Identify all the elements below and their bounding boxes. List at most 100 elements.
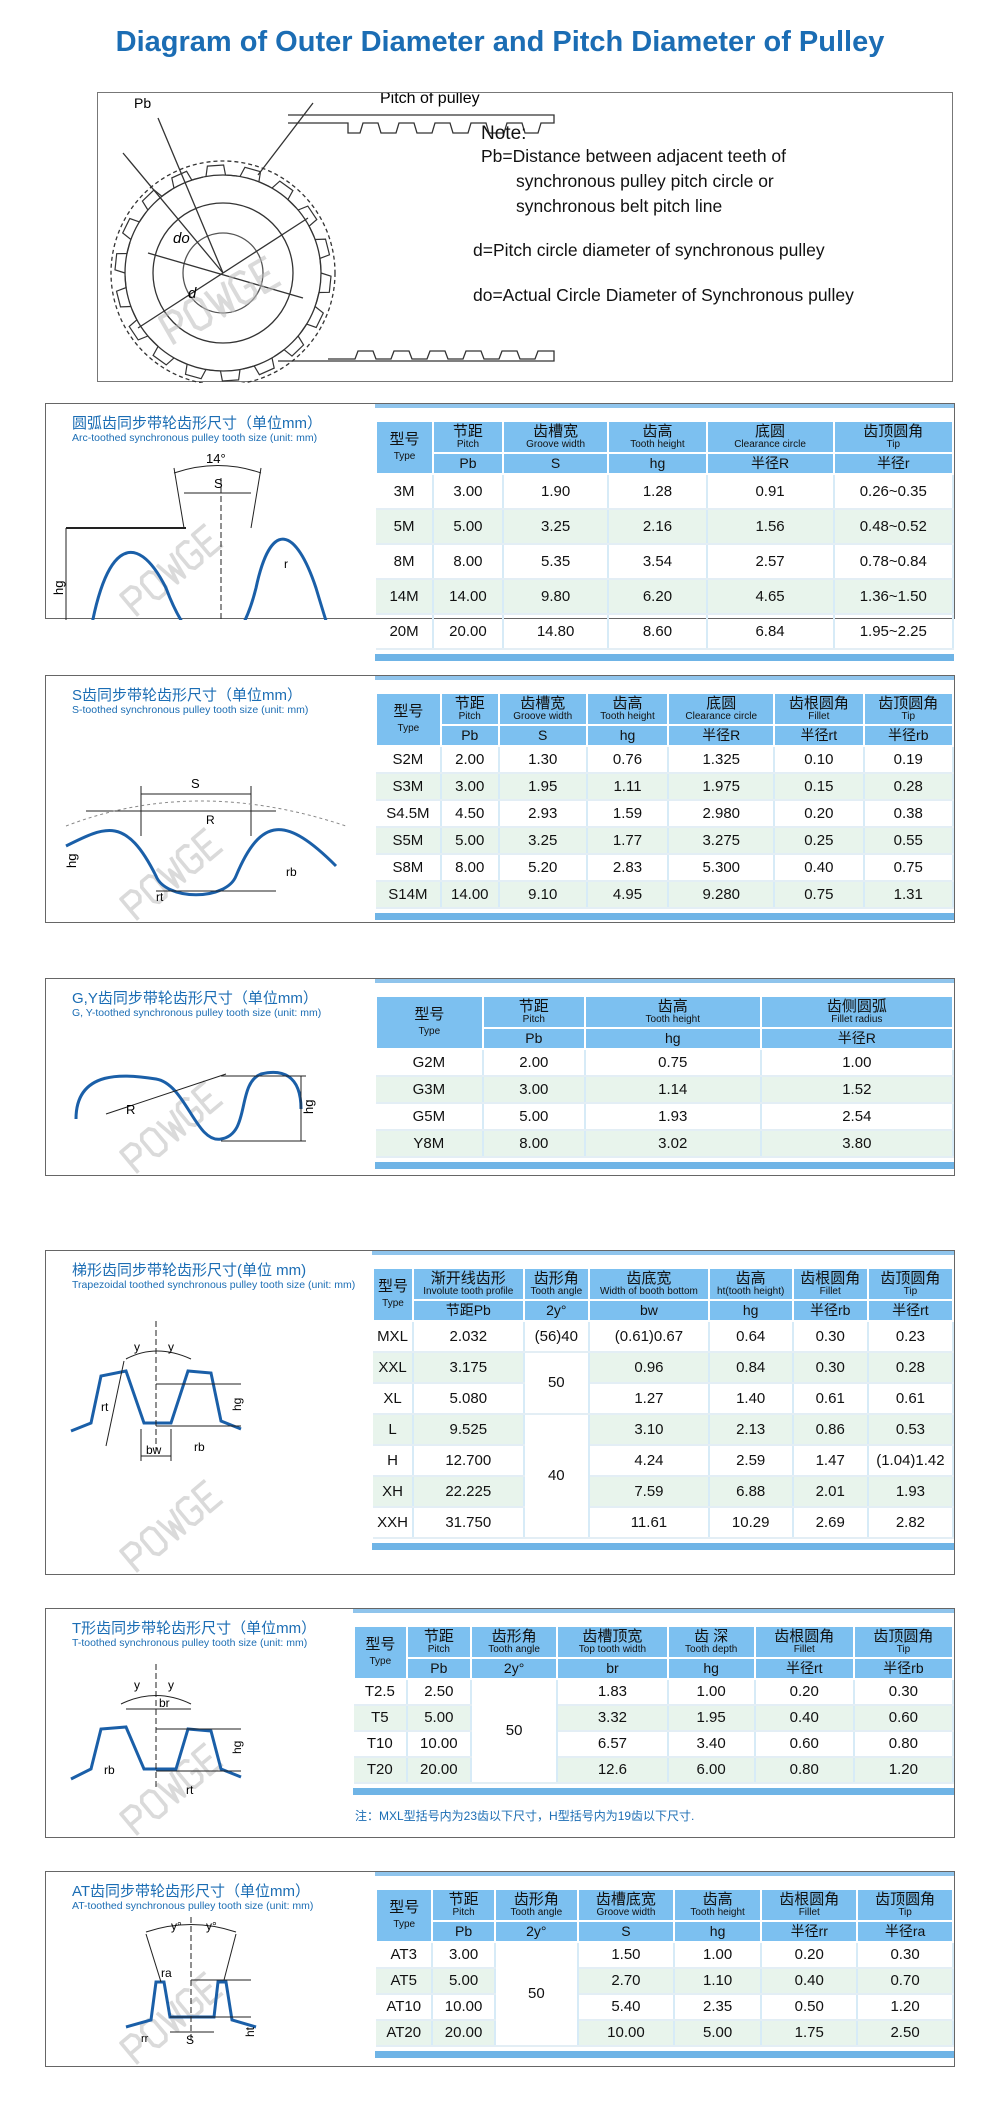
table-cell: 8.60 xyxy=(608,613,708,650)
col-header: 齿顶圆角 Tip xyxy=(856,1887,954,1923)
section-title-zh: T形齿同步带轮齿形尺寸（单位mm） xyxy=(72,1620,317,1637)
table-cell: 2.59 xyxy=(708,1444,794,1477)
col-symbol: 半径R xyxy=(705,452,835,475)
note-pb-1: Pb=Distance between adjacent teeth of xyxy=(481,146,787,166)
section-title-zh: 圆弧齿同步带轮齿形尺寸（单位mm） xyxy=(72,415,322,432)
watermark-logo xyxy=(119,1742,224,1836)
col-symbol: hg xyxy=(707,1299,794,1322)
svg-text:y: y xyxy=(168,1678,174,1692)
table-cell: L xyxy=(373,1413,414,1446)
table-cell: 5.40 xyxy=(578,1993,675,2021)
svg-text:S: S xyxy=(186,2033,194,2047)
table-cell: 0.50 xyxy=(761,1993,859,2021)
col-header-type: 型号 Type xyxy=(374,1888,434,1943)
table-cell: 10.00 xyxy=(432,1993,496,2021)
table-cell: 0.28 xyxy=(863,772,955,801)
col-symbol: 半径rt xyxy=(866,1299,955,1322)
table-cell: 2.57 xyxy=(706,543,835,580)
table-cell: 0.48~0.52 xyxy=(833,508,955,545)
table-cell: 3.40 xyxy=(667,1730,756,1758)
table-cell: 0.75 xyxy=(863,853,955,882)
table-cell: 1.36~1.50 xyxy=(833,578,955,615)
table-cell: H xyxy=(373,1444,414,1477)
table-cell: S5M xyxy=(376,826,442,855)
svg-text:rt: rt xyxy=(101,1400,109,1414)
table-cell: 3.00 xyxy=(440,772,500,801)
table-cell: 0.96 xyxy=(589,1351,710,1384)
table-bottom-bar xyxy=(372,1542,954,1550)
table-cell: 3.54 xyxy=(608,543,708,580)
svg-text:rr: rr xyxy=(141,2033,149,2045)
col-symbol: 2y° xyxy=(522,1299,591,1322)
section-2: S齿同步带轮齿形尺寸（单位mm） S-toothed synchronous p… xyxy=(45,675,955,923)
svg-text:ht: ht xyxy=(243,2026,257,2037)
table-cell: 1.00 xyxy=(667,1678,756,1706)
tooth-size-table: 型号 Type 节距 Pitch 齿槽宽 Groove width 齿高 Tooth heig… xyxy=(374,419,955,650)
table-cell: 0.25 xyxy=(774,826,865,855)
tooth-size-table-wrap: 型号 Type 节距 Pitch 齿高 Tooth height 齿侧圆弧 Fillet ra… xyxy=(375,979,955,1175)
col-header: 节距 Pitch xyxy=(431,1887,496,1923)
section-title-zh: G,Y齿同步带轮齿形尺寸（单位mm） xyxy=(72,990,318,1007)
col-symbol: Pb xyxy=(432,452,504,475)
col-symbol: S xyxy=(497,724,588,747)
table-cell: 0.15 xyxy=(774,772,865,801)
col-symbol: 半径r xyxy=(832,452,955,475)
table-cell: 5.00 xyxy=(673,2019,763,2047)
table-cell: 3.80 xyxy=(760,1129,955,1158)
svg-text:y°: y° xyxy=(206,1919,217,1933)
table-row: 14M 14.00 9.80 6.20 4.65 1.36~1.50 xyxy=(376,578,955,615)
table-cell: 2.50 xyxy=(406,1678,472,1706)
table-cell: 3.175 xyxy=(412,1351,525,1384)
table-cell: 0.53 xyxy=(867,1413,955,1446)
table-cell: 0.20 xyxy=(754,1678,855,1706)
svg-text:rb: rb xyxy=(194,1440,205,1454)
table-cell: 0.78~0.84 xyxy=(833,543,955,580)
col-header-type: 型号 Type xyxy=(353,1625,408,1680)
table-cell: 0.55 xyxy=(863,826,955,855)
svg-text:r: r xyxy=(284,557,288,571)
table-cell: 2.83 xyxy=(586,853,670,882)
table-cell: 3M xyxy=(376,473,435,510)
table-cell: 11.61 xyxy=(589,1506,710,1539)
table-cell: 0.70 xyxy=(857,1967,954,1995)
table-cell: 10.00 xyxy=(578,2019,675,2047)
section-4: 梯形齿同步带轮齿形尺寸(单位 mm) Trapezoidal toothed s… xyxy=(45,1250,955,1575)
svg-text:y: y xyxy=(134,1678,140,1692)
table-cell: 5.00 xyxy=(440,826,500,855)
table-row: AT20 20.00 10.00 5.00 1.75 2.50 xyxy=(376,2019,954,2047)
table-cell: 20.00 xyxy=(432,2019,496,2047)
col-header-type: 型号 Type xyxy=(372,1267,414,1322)
col-header: 节距 Pitch xyxy=(432,419,504,455)
table-cell: 1.10 xyxy=(673,1967,763,1995)
table-cell: 5.00 xyxy=(433,508,504,545)
col-header: 节距 Pitch xyxy=(481,994,586,1030)
pb-label: Pb xyxy=(134,95,151,111)
note-pb-2: synchronous pulley pitch circle or xyxy=(516,171,774,191)
svg-text:rb: rb xyxy=(286,865,297,879)
col-header: 齿形角 Tooth angle xyxy=(522,1266,591,1302)
table-cell: 3.25 xyxy=(502,508,610,545)
table-cell: 6.20 xyxy=(608,578,708,615)
col-symbol: S xyxy=(501,452,610,475)
table-cell: 1.50 xyxy=(578,1941,675,1969)
table-cell: 0.60 xyxy=(853,1704,955,1732)
table-cell: 9.280 xyxy=(668,880,776,909)
watermark-logo xyxy=(119,1479,224,1573)
note-do: do=Actual Circle Diameter of Synchronous… xyxy=(473,285,854,305)
tooth-profile-figure: y y br hg rb rt xyxy=(70,1664,244,1836)
tooth-size-table: 型号 Type 节距 Pitch 齿槽宽 Groove width 齿高 Tooth heig… xyxy=(375,691,955,909)
table-cell: 4.95 xyxy=(586,880,670,909)
col-symbol: hg xyxy=(585,724,670,747)
tooth-size-table-wrap: 型号 Type 节距 Pitch 齿形角 Tooth angle 齿槽顶宽 Top tooth… xyxy=(353,1609,955,1837)
svg-text:ra: ra xyxy=(161,1966,172,1980)
table-cell: 5.080 xyxy=(412,1382,525,1415)
table-cell: 14.00 xyxy=(433,578,504,615)
table-cell: 14M xyxy=(376,578,435,615)
table-cell: 1.93 xyxy=(584,1102,762,1131)
note-title: Note: xyxy=(481,123,527,144)
table-cell: 0.61 xyxy=(867,1382,955,1415)
col-header: 节距 Pitch xyxy=(405,1624,472,1660)
col-symbol: 2y° xyxy=(493,1920,580,1943)
table-cell: 20.00 xyxy=(433,613,504,650)
